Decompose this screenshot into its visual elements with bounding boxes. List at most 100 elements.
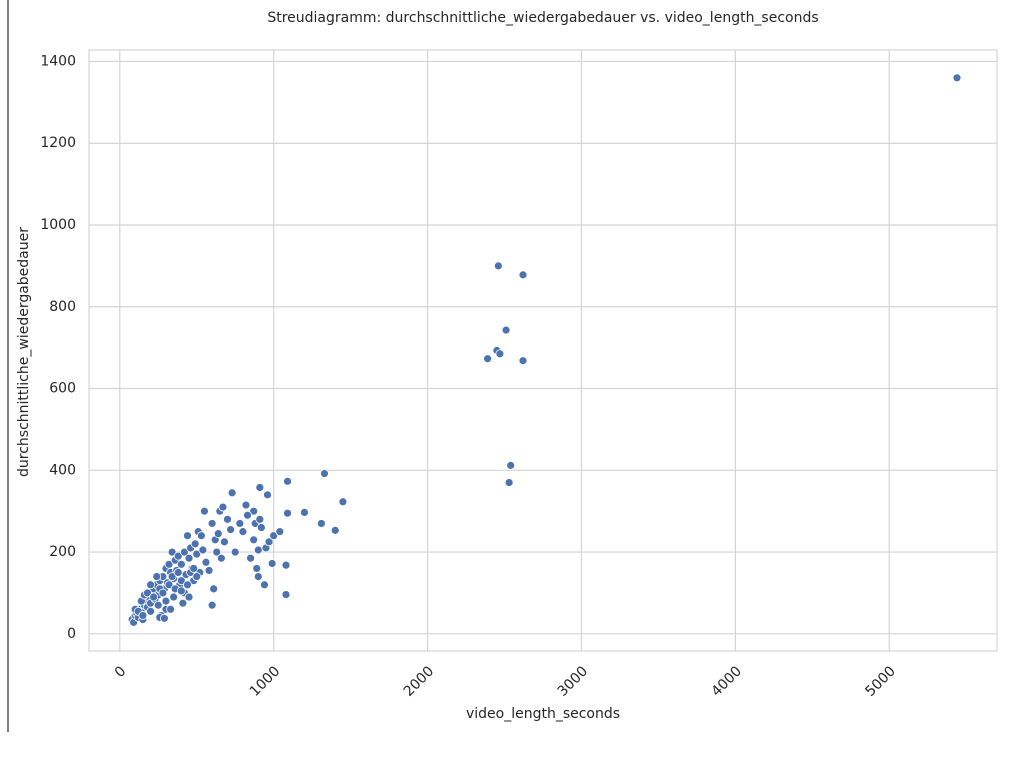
point (952, 73, 962, 83)
point (227, 488, 237, 498)
point (167, 547, 177, 557)
y-tick-label: 1200 (40, 135, 76, 151)
point (184, 592, 194, 602)
y-tick-label: 800 (49, 299, 76, 315)
point (164, 580, 174, 590)
point (143, 588, 152, 598)
point (223, 514, 232, 524)
point (267, 559, 277, 568)
point (283, 476, 292, 486)
point (255, 483, 265, 492)
point (204, 566, 214, 575)
point (213, 529, 223, 539)
x-tick-label: 1000 (247, 663, 284, 700)
point (260, 580, 269, 590)
point (243, 510, 252, 520)
point (173, 551, 183, 561)
point (338, 497, 348, 507)
point (189, 564, 199, 573)
point (153, 600, 163, 610)
point (198, 545, 208, 555)
x-tick-label: 4000 (709, 663, 746, 700)
grid (89, 50, 997, 651)
point (263, 490, 272, 500)
point (235, 519, 245, 528)
point (255, 514, 265, 524)
point (253, 572, 263, 581)
point (146, 606, 155, 616)
x-tick-label: 5000 (862, 663, 899, 700)
point (504, 478, 514, 487)
point (173, 568, 183, 577)
y-tick-label: 200 (49, 544, 76, 560)
x-tick-label: 3000 (555, 663, 592, 700)
y-tick-label: 400 (49, 462, 76, 478)
point (176, 559, 186, 569)
point (212, 547, 222, 557)
point (256, 523, 266, 532)
point (200, 506, 209, 516)
point (281, 560, 291, 570)
point (149, 592, 159, 602)
point (167, 572, 177, 581)
point (249, 535, 259, 545)
point (220, 537, 229, 547)
y-tick-label: 1000 (40, 217, 76, 233)
points (127, 73, 962, 627)
y-tick-label: 1400 (40, 53, 76, 69)
x-tick-label: 0 (112, 663, 130, 681)
point (166, 604, 175, 614)
point (518, 356, 528, 366)
point (283, 508, 292, 518)
point (300, 508, 309, 517)
point (184, 553, 194, 563)
point (169, 592, 179, 602)
y-axis-label: durchschnittliche_wiedergabedauer (16, 227, 32, 477)
point (178, 598, 188, 608)
point (506, 460, 516, 470)
point (253, 545, 263, 555)
point (246, 553, 255, 563)
point (161, 596, 171, 606)
point (281, 590, 291, 599)
point (501, 325, 511, 335)
point (196, 531, 206, 541)
point (183, 531, 192, 541)
point (495, 349, 505, 359)
point (483, 354, 492, 364)
point (183, 580, 192, 590)
plot-frame (88, 49, 998, 652)
point (216, 553, 226, 563)
point (192, 572, 202, 581)
point (330, 525, 340, 535)
point (146, 580, 155, 590)
x-axis-label: video_length_seconds (466, 706, 620, 722)
point (518, 270, 528, 280)
point (249, 506, 259, 516)
point (207, 519, 217, 528)
point (207, 600, 217, 610)
point (164, 559, 174, 569)
point (226, 525, 235, 534)
point (176, 586, 186, 596)
point (176, 576, 186, 586)
point (190, 539, 200, 549)
point (264, 537, 274, 547)
point (241, 500, 251, 510)
point (209, 584, 219, 594)
point (320, 469, 329, 478)
chart-title: Streudiagramm: durchschnittliche_wiederg… (267, 10, 818, 26)
y-tick-label: 0 (67, 626, 76, 642)
point (238, 527, 248, 537)
point (192, 549, 202, 559)
x-tick-label: 2000 (401, 663, 438, 700)
point (493, 261, 503, 271)
point (218, 502, 228, 512)
point (138, 611, 148, 620)
point (230, 547, 240, 557)
y-tick-label: 600 (49, 381, 76, 397)
point (275, 527, 285, 537)
point (152, 572, 162, 581)
